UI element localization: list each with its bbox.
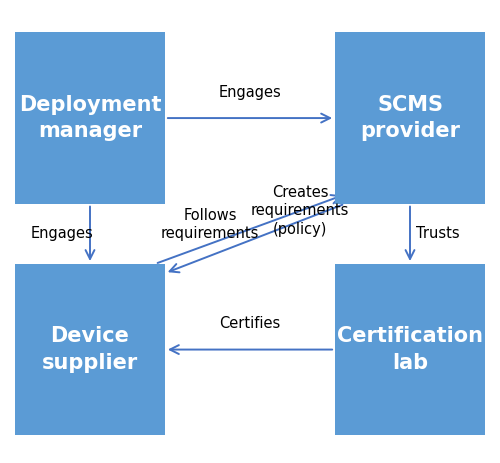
FancyBboxPatch shape (335, 264, 485, 435)
Text: Deployment
manager: Deployment manager (19, 95, 161, 141)
Text: Follows
requirements: Follows requirements (161, 208, 259, 241)
Text: Creates
requirements
(policy): Creates requirements (policy) (251, 185, 349, 237)
Text: Engages: Engages (31, 226, 94, 241)
FancyBboxPatch shape (15, 32, 165, 204)
Text: Certifies: Certifies (220, 316, 280, 331)
Text: Trusts: Trusts (416, 226, 460, 241)
FancyBboxPatch shape (335, 32, 485, 204)
FancyBboxPatch shape (15, 264, 165, 435)
Text: Device
supplier: Device supplier (42, 326, 138, 373)
Text: SCMS
provider: SCMS provider (360, 95, 460, 141)
Text: Certification
lab: Certification lab (337, 326, 483, 373)
Text: Engages: Engages (218, 85, 282, 100)
